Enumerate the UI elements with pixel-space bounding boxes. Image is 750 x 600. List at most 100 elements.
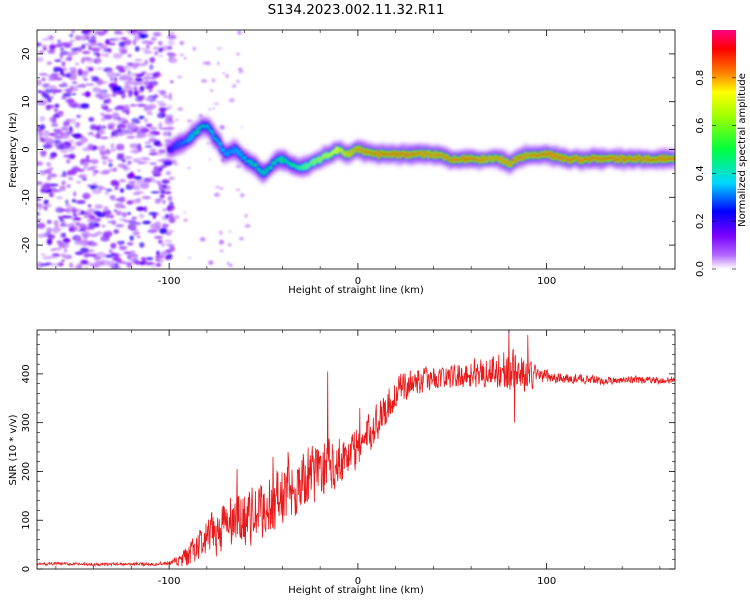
noise-speckle [121,109,129,113]
noise-speckle [70,71,76,78]
noise-speckle [61,259,65,262]
noise-speckle [78,229,84,232]
noise-speckle [91,263,101,268]
noise-speckle [149,64,154,71]
noise-speckle [54,225,59,228]
noise-speckle [131,216,138,220]
noise-speckle [76,84,81,88]
noise-speckle [82,51,91,54]
noise-speckle [148,138,157,143]
noise-speckle [163,95,169,99]
noise-speckle [156,159,164,162]
noise-speckle [66,159,71,164]
noise-speckle [80,158,91,162]
noise-speckle [84,267,89,269]
ridge-core [191,134,195,139]
noise-speckle [62,242,70,249]
noise-speckle [37,161,44,166]
noise-speckle [72,145,77,150]
noise-speckle [108,82,118,88]
noise-speckle [123,251,132,255]
noise-speckle [96,67,104,70]
noise-speckle [101,93,111,99]
noise-speckle [100,156,109,160]
noise-speckle [217,61,220,66]
noise-speckle [158,183,164,189]
noise-speckle [130,223,136,230]
noise-speckle [152,214,156,219]
snr-series-line [37,330,675,567]
noise-speckle [88,221,98,228]
noise-speckle [116,116,122,121]
noise-speckle [116,155,125,160]
noise-speckle [208,158,212,161]
noise-speckle [81,58,85,64]
noise-speckle [72,221,77,225]
noise-speckle [106,99,111,103]
noise-speckle [89,233,98,237]
noise-speckle [138,30,148,34]
noise-speckle [95,42,104,47]
noise-speckle [77,141,82,147]
noise-speckle [52,247,62,251]
noise-speckle [149,223,157,229]
noise-speckle [129,104,137,107]
noise-speckle [108,162,113,168]
noise-speckle [125,86,134,91]
noise-speckle [74,252,84,255]
noise-speckle [168,213,174,219]
noise-speckle [37,218,42,222]
noise-speckle [146,44,150,49]
noise-speckle [164,240,173,243]
ridge-core [189,136,192,141]
noise-speckle [44,143,54,149]
noise-speckle [146,133,157,138]
noise-speckle [84,91,91,98]
noise-speckle [107,124,115,130]
noise-speckle [44,169,52,174]
noise-speckle [38,224,43,230]
noise-speckle [92,170,96,177]
noise-speckle [115,224,125,228]
noise-speckle [71,199,76,203]
noise-speckle [128,219,137,225]
noise-speckle [52,89,57,95]
noise-speckle [139,182,150,189]
y-tick-label: 10 [21,95,32,108]
noise-speckle [134,222,142,226]
noise-speckle [124,77,135,81]
noise-speckle [46,227,52,231]
noise-speckle [76,238,82,242]
noise-speckle [58,111,64,113]
noise-speckle [138,261,145,264]
noise-speckle [162,184,168,189]
noise-speckle [48,167,54,171]
noise-speckle [90,159,99,164]
noise-speckle [156,100,165,104]
noise-speckle [134,143,138,150]
noise-speckle [119,188,125,193]
noise-speckle [110,148,116,152]
noise-speckle [169,53,173,60]
noise-speckle [175,118,179,122]
noise-speckle [69,51,79,55]
noise-speckle [132,231,141,235]
noise-speckle [98,261,105,265]
noise-speckle [37,43,41,46]
noise-speckle [161,108,166,114]
noise-speckle [110,242,117,249]
noise-speckle [148,176,154,179]
noise-speckle [37,212,40,216]
noise-speckle [61,67,68,72]
noise-speckle [149,57,156,63]
noise-speckle [126,62,134,66]
noise-speckle [164,191,172,195]
noise-speckle [161,179,170,184]
noise-speckle [83,162,89,168]
noise-speckle [103,114,113,120]
noise-speckle [47,49,56,54]
noise-speckle [105,254,114,258]
noise-speckle [110,197,117,202]
noise-speckle [156,152,164,156]
noise-speckle [80,103,90,109]
